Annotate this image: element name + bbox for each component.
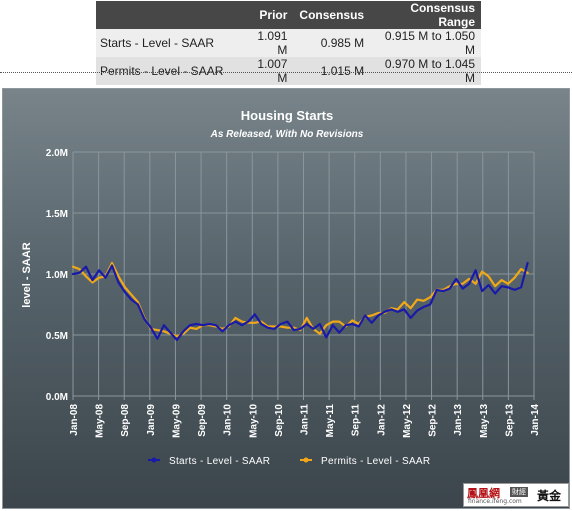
x-tick-label: May-10 (248, 404, 259, 438)
x-tick-label: May-11 (325, 404, 336, 438)
x-tick-label: Jan-09 (146, 404, 157, 436)
x-tick-label: Jan-11 (300, 404, 311, 436)
legend-item-starts-label: Starts - Level - SAAR (169, 456, 270, 467)
x-tick-label: Jan-08 (69, 404, 80, 436)
header-consensus: Consensus (293, 1, 371, 29)
y-tick-label: 0.0M (46, 392, 68, 403)
x-tick-label: Jan-12 (376, 404, 387, 436)
logo-text: 鳳凰網 (467, 487, 500, 500)
legend-item-permits-marker (303, 457, 309, 463)
dotted-divider (0, 72, 572, 73)
x-axis-ticks: Jan-08 May-08 Sep-08 Jan-09 May-09 Sep-09 Jan-… (69, 404, 541, 438)
header-consensus-range: Consensus Range (370, 1, 481, 29)
logo-badge: 財經 (510, 487, 528, 497)
row-label: Permits - Level - SAAR (96, 57, 240, 85)
y-axis-ticks: 0.0M 0.5M 1.0M 1.5M 2.0M (46, 148, 68, 403)
x-tick-label: Sep-13 (504, 404, 515, 437)
x-tick-label: Sep-09 (197, 404, 208, 437)
chart-title: Housing Starts (241, 108, 333, 123)
consensus-table: Prior Consensus Consensus Range Starts -… (96, 1, 481, 85)
y-tick-label: 1.0M (46, 270, 68, 281)
table-row: Permits - Level - SAAR 1.007 M 1.015 M 0… (96, 57, 481, 85)
y-tick-label: 1.5M (46, 209, 68, 220)
row-range: 0.915 M to 1.050 M (370, 29, 481, 57)
x-tick-label: May-13 (479, 404, 490, 438)
housing-starts-chart: Housing Starts As Released, With No Revi… (21, 108, 541, 467)
x-tick-label: Jan-14 (530, 404, 541, 436)
series-lines (71, 261, 529, 341)
x-tick-label: May-08 (95, 404, 106, 438)
x-tick-label: Sep-11 (351, 404, 362, 437)
logo-gold-text: 黃金 (537, 489, 562, 503)
chart-legend: Starts - Level - SAAR Permits - Level - S… (148, 456, 430, 467)
legend-item-permits-label: Permits - Level - SAAR (321, 456, 430, 467)
x-tick-label: May-12 (402, 404, 413, 438)
consensus-table-header: Prior Consensus Consensus Range (96, 1, 481, 29)
logo-url: finance.ifeng.com (468, 498, 522, 505)
chart-subtitle: As Released, With No Revisions (210, 129, 364, 140)
row-label: Starts - Level - SAAR (96, 29, 240, 57)
ifeng-logo: 鳳凰網 財經 finance.ifeng.com 黃金 (463, 483, 569, 507)
x-tick-label: May-09 (171, 404, 182, 438)
x-tick-label: Sep-10 (274, 404, 285, 437)
header-prior: Prior (240, 1, 294, 29)
x-tick-label: Sep-08 (120, 404, 131, 437)
x-tick-label: Sep-12 (428, 404, 439, 437)
y-tick-label: 0.5M (46, 331, 68, 342)
row-consensus: 1.015 M (293, 57, 371, 85)
table-row: Starts - Level - SAAR 1.091 M 0.985 M 0.… (96, 29, 481, 57)
y-axis-label: level - SAAR (21, 242, 33, 307)
series-line-starts (71, 261, 529, 341)
grid-lines (72, 151, 535, 400)
y-tick-label: 2.0M (46, 148, 68, 159)
chart-panel: Housing Starts As Released, With No Revi… (2, 88, 570, 509)
row-consensus: 0.985 M (293, 29, 371, 57)
row-prior: 1.007 M (240, 57, 294, 85)
x-tick-label: Jan-10 (223, 404, 234, 436)
legend-item-starts-marker (151, 457, 157, 463)
row-prior: 1.091 M (240, 29, 294, 57)
row-range: 0.970 M to 1.045 M (370, 57, 481, 85)
header-blank (96, 1, 240, 29)
x-tick-label: Jan-13 (453, 404, 464, 436)
